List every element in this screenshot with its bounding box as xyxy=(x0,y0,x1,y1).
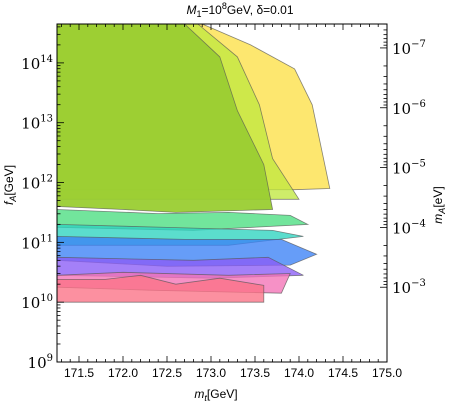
y-left-tick-label: 1014 xyxy=(21,54,53,73)
x-axis-ticks: 171.5 172.0 172.5 173.0 173.5 174.0 174.5 175.0 xyxy=(61,24,402,380)
x-tick-label: 174.5 xyxy=(328,366,358,380)
y-right-tick-label: 10−7 xyxy=(392,39,426,58)
y-left-tick-label: 1011 xyxy=(21,233,53,252)
y-right-tick-label: 10−3 xyxy=(392,278,426,297)
y-axis-left-label: fA[GeV] xyxy=(2,165,18,205)
chart-title: M1=108GeV, δ=0.01 xyxy=(186,1,293,19)
series-areas xyxy=(57,24,331,303)
y-left-tick-label: 1012 xyxy=(21,174,53,193)
y-axis-right-label: mA[eV] xyxy=(431,186,447,223)
x-tick-label: 171.5 xyxy=(64,366,94,380)
y-right-tick-label: 10−6 xyxy=(392,99,426,118)
y-axis-right-ticks: 10−3 10−4 10−5 10−6 10−7 xyxy=(380,23,426,297)
x-tick-label: 172.0 xyxy=(108,366,138,380)
x-tick-label: 173.0 xyxy=(196,366,226,380)
x-axis-label: mt[GeV] xyxy=(194,387,237,403)
x-tick-label: 174.0 xyxy=(284,366,314,380)
series-area-7 xyxy=(57,274,265,303)
x-tick-label: 173.5 xyxy=(240,366,270,380)
y-axis-left-ticks: 109 1010 1011 1012 1013 1014 xyxy=(21,26,64,372)
plot-frame xyxy=(56,23,388,363)
y-left-tick-label: 1010 xyxy=(21,293,53,312)
x-tick-label: 175.0 xyxy=(372,366,402,380)
y-left-tick-label: 1013 xyxy=(21,114,53,133)
series-area-8 xyxy=(57,24,274,213)
y-right-tick-label: 10−5 xyxy=(392,159,426,178)
y-right-tick-label: 10−4 xyxy=(392,218,426,237)
x-tick-label: 172.5 xyxy=(152,366,182,380)
y-left-tick-label: 109 xyxy=(28,353,53,372)
